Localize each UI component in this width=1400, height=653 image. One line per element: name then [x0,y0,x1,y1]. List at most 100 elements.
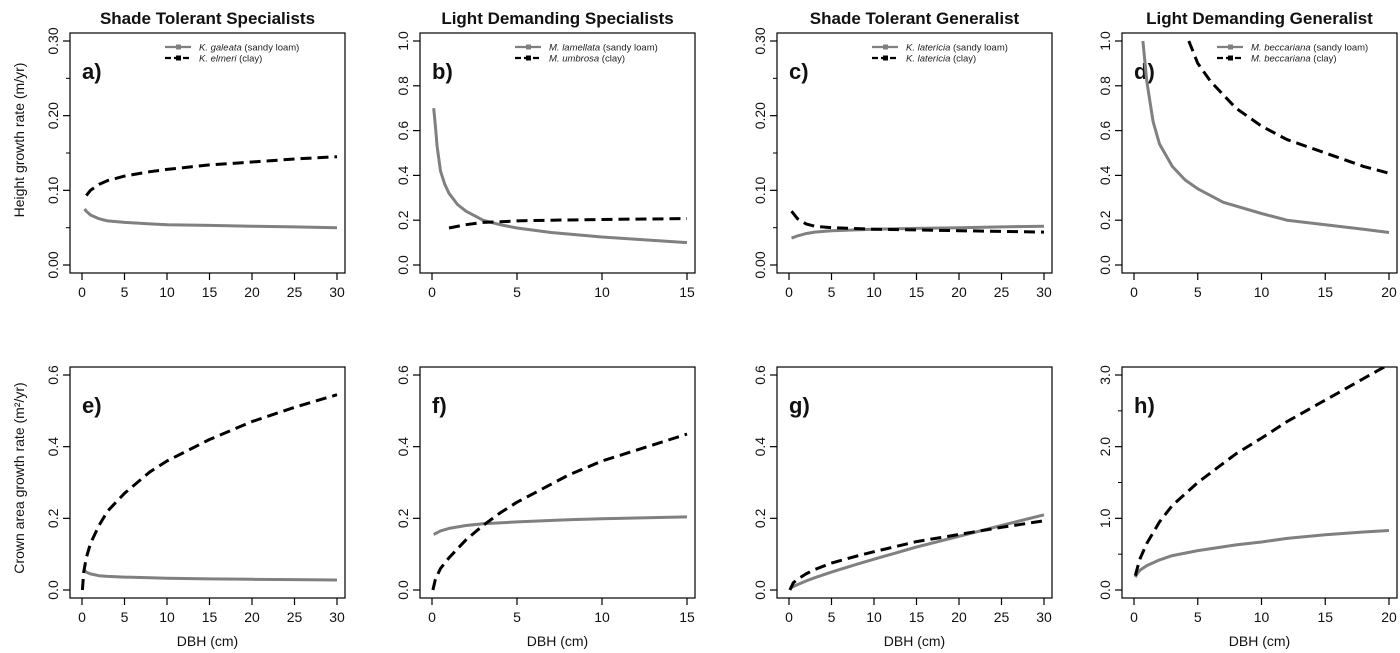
plot-frame [776,32,1053,274]
x-tick-label: 15 [909,284,925,300]
y-tick-label: 0.6 [752,365,768,385]
legend-entry: K. elmeri (clay) [199,54,262,65]
x-tick-label: 15 [679,609,695,625]
legend-entry: M. lamellata (sandy loam) [549,43,658,54]
y-tick-label: 0.2 [395,508,411,528]
x-tick-label: 5 [121,284,129,300]
x-tick-label: 5 [828,609,836,625]
plot-frame [419,32,696,274]
y-tick-label: 0.4 [395,165,411,185]
x-tick-label: 25 [287,609,303,625]
panel-letter: f) [432,393,447,418]
y-tick-label: 2.0 [1097,437,1113,457]
y-axis-label-crown: Crown area growth rate (m²/yr) [11,382,27,573]
x-tick-label: 25 [994,284,1010,300]
panel-c: 0 5 10 15 20 25 30 0.00 0.10 0.20 0.30 c) K. lateric… [752,27,1053,300]
legend-marker [176,44,181,50]
x-tick-label: 0 [428,284,436,300]
legend-marker [526,55,531,61]
legend: K. galeata (sandy loam)K. elmeri (clay) [165,43,299,65]
column-title: Shade Tolerant Generalist [810,9,1020,28]
y-tick-label: 0.2 [1097,210,1113,230]
series-line-sandy-loam [790,224,1045,240]
y-tick-label: 0.8 [1097,76,1113,96]
panel-letter: h) [1134,393,1155,418]
panel-a: 0 5 10 15 20 25 30 0.00 0.10 0.20 0.30 a) K. galeata… [45,27,346,300]
series-line-clay [85,155,338,197]
legend-entry: M. beccariana (clay) [1251,54,1337,65]
x-tick-label: 20 [951,284,967,300]
y-tick-label: 0.2 [395,210,411,230]
series-line-sandy-loam [83,208,338,230]
x-tick-label: 5 [1194,609,1202,625]
y-tick-label: 0.6 [395,121,411,141]
y-tick-label: 0.0 [45,580,61,600]
column-title: Shade Tolerant Specialists [100,9,315,28]
x-tick-label: 10 [159,284,175,300]
y-tick-label: 1.0 [395,31,411,51]
x-tick-label: 20 [951,609,967,625]
x-tick-label: 25 [287,284,303,300]
x-axis-label: DBH (cm) [177,633,238,649]
panel-e: 0 5 10 15 20 25 30 0.0 0.2 0.4 0.6 e) DBH (cm) [45,365,346,649]
x-tick-label: 0 [78,284,86,300]
panel-g: 0 5 10 15 20 25 30 0.0 0.2 0.4 0.6 g) DBH (cm) [752,365,1053,649]
series-line-sandy-loam [83,569,338,582]
x-tick-label: 10 [1254,284,1270,300]
y-tick-label: 0.10 [45,176,61,203]
column-title: Light Demanding Generalist [1146,9,1373,28]
y-tick-label: 0.0 [395,580,411,600]
plot-frame [1121,32,1398,274]
y-tick-label: 0.20 [752,102,768,129]
panel-f: 0 5 10 15 0.0 0.2 0.4 0.6 f) DBH (cm) [395,365,696,649]
legend-marker [1228,44,1233,50]
y-tick-label: 1.0 [1097,31,1113,51]
y-tick-label: 0.6 [1097,121,1113,141]
x-tick-label: 10 [866,609,882,625]
x-tick-label: 0 [785,609,793,625]
x-tick-label: 25 [994,609,1010,625]
y-tick-label: 0.2 [45,508,61,528]
x-tick-label: 5 [513,284,521,300]
panel-d: 0 5 10 15 200.00.20.40.60.81.0d)M. beccarian… [1097,31,1398,300]
x-axis-label: DBH (cm) [527,633,588,649]
legend-marker [176,55,181,61]
y-tick-label: 0.6 [395,365,411,385]
y-tick-label: 0.30 [45,27,61,54]
series-line-sandy-loam [432,515,688,536]
x-tick-label: 10 [594,284,610,300]
x-tick-label: 15 [679,284,695,300]
series-line-clay [431,432,688,591]
x-axis-label: DBH (cm) [1229,633,1290,649]
y-tick-label: 0.00 [45,251,61,278]
legend-marker [526,44,531,50]
plot-frame [1121,366,1398,599]
plot-frame [419,366,696,599]
x-tick-label: 0 [785,284,793,300]
legend: M. lamellata (sandy loam)M. umbrosa (cla… [515,43,658,65]
y-tick-label: 0.00 [752,251,768,278]
x-tick-label: 20 [1381,609,1397,625]
series-line-sandy-loam [1141,40,1390,234]
y-tick-label: 0.30 [752,27,768,54]
legend: K. latericia (sandy loam)K. latericia (c… [872,43,1008,65]
column-title: Light Demanding Specialists [441,9,673,28]
y-tick-label: 0.10 [752,176,768,203]
x-tick-label: 5 [121,609,129,625]
y-tick-label: 0.0 [752,580,768,600]
series-line-clay [1187,40,1390,175]
column-titles: Shade Tolerant Specialists Light Demandin… [100,9,1373,28]
y-tick-label: 3.0 [1097,365,1113,385]
x-tick-label: 10 [866,284,882,300]
x-tick-label: 30 [329,609,345,625]
panel-h: 0 5 10 15 20 0.0 1.0 2.0 3.0 h) DBH (cm) [1097,365,1398,649]
x-tick-label: 10 [594,609,610,625]
x-tick-label: 10 [1254,609,1270,625]
x-tick-label: 0 [1130,284,1138,300]
x-tick-label: 5 [828,284,836,300]
x-tick-label: 5 [1194,284,1202,300]
x-tick-label: 15 [909,609,925,625]
y-tick-label: 0.0 [1097,580,1113,600]
x-tick-label: 30 [1036,284,1052,300]
x-tick-label: 20 [244,284,260,300]
